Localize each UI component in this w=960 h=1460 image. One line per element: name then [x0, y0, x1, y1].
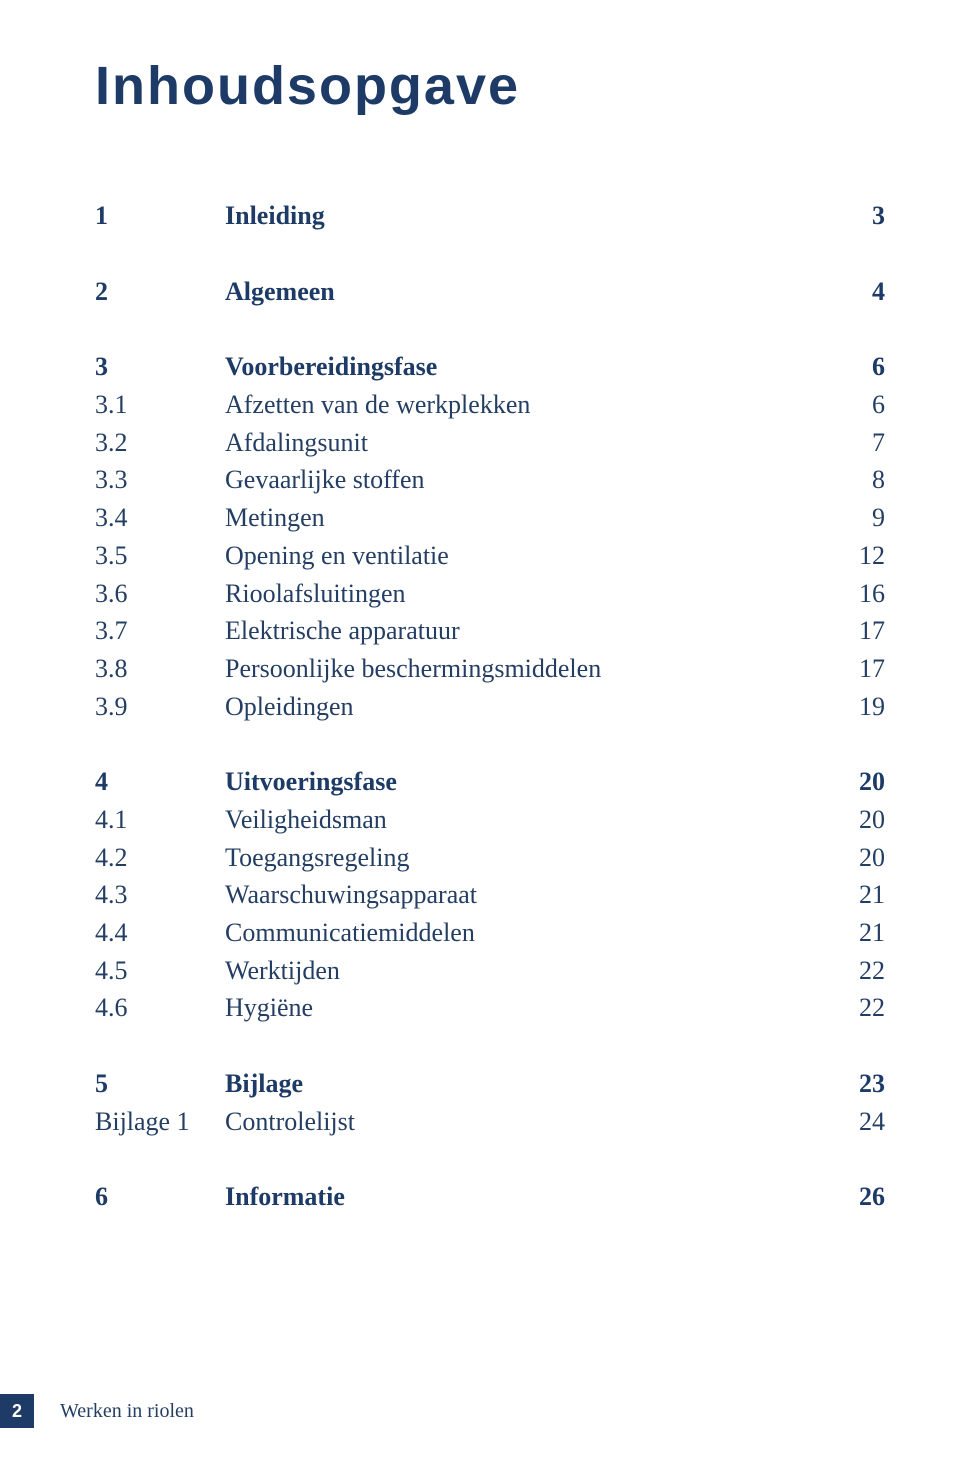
toc-sub-number: 3.2	[95, 424, 225, 462]
toc-section-page: 23	[835, 1065, 885, 1103]
toc-section-number: 5	[95, 1065, 225, 1103]
toc-sub-page: 22	[835, 989, 885, 1027]
toc-sub-page: 17	[835, 612, 885, 650]
toc-section-title: Inleiding	[225, 197, 835, 235]
toc-subsection: 3.2 Afdalingsunit 7	[95, 424, 885, 462]
toc-section-title: Algemeen	[225, 273, 835, 311]
toc-section-title: Voorbereidingsfase	[225, 348, 835, 386]
toc-section-title: Informatie	[225, 1178, 835, 1216]
toc-section-number: 6	[95, 1178, 225, 1216]
toc-sub-number: Bijlage 1	[95, 1103, 225, 1141]
toc-sub-number: 3.4	[95, 499, 225, 537]
toc-section-page: 6	[835, 348, 885, 386]
toc-subsection: 4.4 Communicatiemiddelen 21	[95, 914, 885, 952]
toc-subsection: 4.5 Werktijden 22	[95, 952, 885, 990]
spacer	[95, 1027, 885, 1065]
toc-sub-title: Opleidingen	[225, 688, 835, 726]
toc-sub-page: 17	[835, 650, 885, 688]
table-of-contents: 1 Inleiding 3 2 Algemeen 4 3 Voorbereidi…	[95, 197, 885, 1216]
toc-section-title: Bijlage	[225, 1065, 835, 1103]
toc-sub-page: 8	[835, 461, 885, 499]
toc-sub-title: Afdalingsunit	[225, 424, 835, 462]
toc-sub-number: 4.2	[95, 839, 225, 877]
toc-section: 4 Uitvoeringsfase 20	[95, 763, 885, 801]
toc-sub-number: 3.5	[95, 537, 225, 575]
toc-sub-title: Controlelijst	[225, 1103, 835, 1141]
toc-sub-title: Opening en ventilatie	[225, 537, 835, 575]
toc-sub-number: 3.6	[95, 575, 225, 613]
toc-sub-number: 3.3	[95, 461, 225, 499]
toc-sub-number: 3.7	[95, 612, 225, 650]
toc-sub-page: 24	[835, 1103, 885, 1141]
toc-sub-title: Gevaarlijke stoffen	[225, 461, 835, 499]
toc-section: 3 Voorbereidingsfase 6	[95, 348, 885, 386]
toc-sub-title: Waarschuwingsapparaat	[225, 876, 835, 914]
toc-sub-number: 4.1	[95, 801, 225, 839]
toc-subsection: 4.1 Veiligheidsman 20	[95, 801, 885, 839]
toc-sub-number: 4.6	[95, 989, 225, 1027]
toc-section: 6 Informatie 26	[95, 1178, 885, 1216]
toc-subsection: 3.5 Opening en ventilatie 12	[95, 537, 885, 575]
toc-sub-page: 7	[835, 424, 885, 462]
footer-text: Werken in riolen	[60, 1400, 194, 1423]
toc-sub-number: 3.9	[95, 688, 225, 726]
spacer	[95, 1140, 885, 1178]
toc-sub-page: 21	[835, 876, 885, 914]
toc-subsection: Bijlage 1 Controlelijst 24	[95, 1103, 885, 1141]
toc-sub-number: 3.8	[95, 650, 225, 688]
toc-subsection: 4.6 Hygiëne 22	[95, 989, 885, 1027]
toc-sub-title: Toegangsregeling	[225, 839, 835, 877]
toc-sub-number: 4.3	[95, 876, 225, 914]
toc-section-page: 4	[835, 273, 885, 311]
toc-sub-title: Metingen	[225, 499, 835, 537]
toc-sub-page: 9	[835, 499, 885, 537]
page: Inhoudsopgave 1 Inleiding 3 2 Algemeen 4…	[0, 0, 960, 1460]
toc-sub-number: 4.5	[95, 952, 225, 990]
toc-sub-title: Elektrische apparatuur	[225, 612, 835, 650]
toc-sub-number: 4.4	[95, 914, 225, 952]
page-number: 2	[0, 1394, 34, 1428]
toc-section-page: 3	[835, 197, 885, 235]
toc-section: 1 Inleiding 3	[95, 197, 885, 235]
toc-section-number: 1	[95, 197, 225, 235]
toc-sub-page: 20	[835, 801, 885, 839]
toc-sub-page: 20	[835, 839, 885, 877]
toc-subsection: 3.8 Persoonlijke beschermingsmiddelen 17	[95, 650, 885, 688]
spacer	[95, 725, 885, 763]
toc-sub-page: 19	[835, 688, 885, 726]
toc-sub-title: Hygiëne	[225, 989, 835, 1027]
toc-subsection: 3.7 Elektrische apparatuur 17	[95, 612, 885, 650]
toc-sub-page: 6	[835, 386, 885, 424]
toc-sub-page: 21	[835, 914, 885, 952]
toc-sub-number: 3.1	[95, 386, 225, 424]
toc-section-title: Uitvoeringsfase	[225, 763, 835, 801]
toc-subsection: 3.4 Metingen 9	[95, 499, 885, 537]
toc-subsection: 3.1 Afzetten van de werkplekken 6	[95, 386, 885, 424]
toc-subsection: 3.6 Rioolafsluitingen 16	[95, 575, 885, 613]
toc-sub-page: 12	[835, 537, 885, 575]
toc-section: 5 Bijlage 23	[95, 1065, 885, 1103]
toc-section: 2 Algemeen 4	[95, 273, 885, 311]
toc-sub-title: Veiligheidsman	[225, 801, 835, 839]
toc-section-number: 3	[95, 348, 225, 386]
toc-section-number: 4	[95, 763, 225, 801]
spacer	[95, 235, 885, 273]
page-title: Inhoudsopgave	[95, 55, 880, 117]
toc-section-page: 26	[835, 1178, 885, 1216]
spacer	[95, 310, 885, 348]
toc-subsection: 3.3 Gevaarlijke stoffen 8	[95, 461, 885, 499]
toc-section-page: 20	[835, 763, 885, 801]
toc-sub-title: Werktijden	[225, 952, 835, 990]
toc-sub-title: Afzetten van de werkplekken	[225, 386, 835, 424]
toc-subsection: 3.9 Opleidingen 19	[95, 688, 885, 726]
toc-sub-page: 16	[835, 575, 885, 613]
toc-subsection: 4.3 Waarschuwingsapparaat 21	[95, 876, 885, 914]
toc-subsection: 4.2 Toegangsregeling 20	[95, 839, 885, 877]
toc-sub-page: 22	[835, 952, 885, 990]
toc-section-number: 2	[95, 273, 225, 311]
toc-sub-title: Rioolafsluitingen	[225, 575, 835, 613]
toc-sub-title: Persoonlijke beschermingsmiddelen	[225, 650, 835, 688]
toc-sub-title: Communicatiemiddelen	[225, 914, 835, 952]
page-footer: 2 Werken in riolen	[0, 1394, 194, 1428]
